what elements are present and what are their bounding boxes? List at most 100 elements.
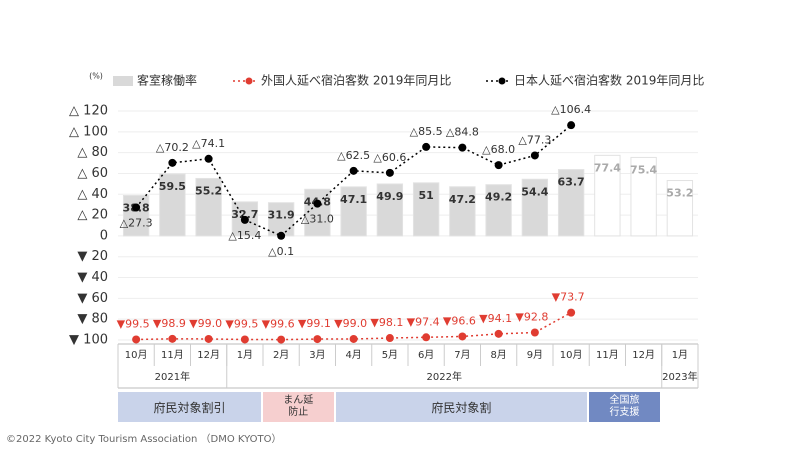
- point: [567, 308, 576, 317]
- campaign-label: まん延防止: [283, 395, 314, 418]
- point-label: △27.3: [120, 216, 153, 229]
- point-label: ▼99.0: [189, 317, 222, 330]
- point-label: ▼96.6: [443, 314, 476, 327]
- point-label: ▼73.7: [552, 291, 585, 304]
- legend-label: 客室稼働率: [137, 73, 197, 88]
- point: [240, 215, 249, 224]
- x-tick-label: 12月: [197, 349, 220, 361]
- campaign-band: 全国旅行支援: [589, 392, 660, 422]
- point-label: △74.1: [192, 137, 225, 150]
- point-label: ▼99.5: [117, 317, 150, 330]
- point-label: △77.3: [518, 133, 551, 146]
- year-label: 2021年: [155, 370, 190, 383]
- point: [530, 151, 539, 160]
- x-tick-label: 9月: [527, 349, 543, 361]
- bar: [594, 154, 621, 237]
- bar-label: 59.5: [159, 180, 186, 193]
- point-label: △85.5: [410, 125, 443, 138]
- bar-label: 51: [418, 189, 433, 202]
- point-label: ▼94.1: [479, 312, 512, 325]
- y-tick-label: △ 100: [69, 124, 108, 139]
- bar-label: 32.7: [231, 208, 258, 221]
- bar: [485, 184, 512, 237]
- bar: [340, 186, 367, 237]
- point: [494, 329, 503, 338]
- point-label: △0.1: [268, 245, 294, 258]
- y-tick-label: △ 40: [77, 187, 108, 202]
- year-label: 2023年: [662, 370, 697, 383]
- legend-swatch: [245, 77, 253, 85]
- bar-label: 49.9: [376, 190, 403, 203]
- bar-label: 53.2: [666, 187, 693, 200]
- bar-label: 63.7: [558, 176, 585, 189]
- bar: [521, 178, 549, 237]
- point-label: △62.5: [337, 149, 370, 162]
- bar: [449, 186, 476, 237]
- bar-label: 47.1: [340, 193, 367, 206]
- point-label: ▼97.4: [407, 315, 440, 328]
- bar-label: 54.4: [521, 185, 548, 198]
- bar-label: 49.2: [485, 191, 512, 204]
- point: [385, 334, 394, 343]
- y-tick-label: 0: [100, 228, 108, 243]
- y-tick-label: ▼ 100: [69, 333, 108, 348]
- point: [204, 154, 213, 163]
- y-tick-label: △ 60: [77, 166, 108, 181]
- bar: [304, 188, 331, 237]
- point-label: ▼98.9: [153, 317, 186, 330]
- bar-label: 31.9: [268, 209, 295, 222]
- year-label: 2022年: [427, 370, 462, 383]
- point-label: ▼99.0: [334, 317, 367, 330]
- bar: [195, 177, 222, 237]
- x-tick-label: 6月: [418, 349, 434, 361]
- point: [530, 328, 539, 337]
- point: [422, 142, 431, 151]
- point: [240, 335, 249, 344]
- campaign-band: 府民対象割: [335, 392, 588, 422]
- bar-label: 55.2: [195, 184, 222, 197]
- point: [168, 334, 177, 343]
- point-label: △84.8: [446, 126, 479, 139]
- point-label: ▼98.1: [370, 316, 403, 329]
- bar: [630, 156, 657, 237]
- bar: [666, 180, 694, 237]
- bar-label: 47.2: [449, 193, 476, 206]
- point: [132, 203, 141, 212]
- footer: ©2022 Kyoto City Tourism Association （DM…: [6, 433, 281, 445]
- bar-label: 77.4: [594, 161, 621, 174]
- x-tick-label: 1月: [237, 349, 253, 361]
- point: [204, 334, 213, 343]
- campaign-label: 府民対象割: [431, 400, 492, 415]
- point-label: △60.6: [373, 151, 406, 164]
- legend-swatch: [113, 76, 133, 86]
- bar: [267, 202, 295, 237]
- y-tick-label: △ 120: [69, 104, 108, 119]
- point-label: △106.4: [551, 103, 591, 116]
- point: [313, 199, 322, 208]
- x-tick-label: 7月: [454, 349, 470, 361]
- point: [494, 161, 503, 170]
- point-label: ▼99.1: [298, 317, 331, 330]
- y-tick-label: △ 20: [77, 208, 108, 223]
- point-label: △68.0: [482, 143, 515, 156]
- bar: [557, 169, 585, 237]
- y-tick-label: ▼ 20: [77, 249, 108, 264]
- point: [277, 231, 286, 240]
- unit-label: (%): [89, 72, 103, 81]
- point-label: △15.4: [228, 229, 261, 242]
- campaign-band: 府民対象割引: [118, 392, 261, 422]
- x-tick-label: 2月: [273, 349, 289, 361]
- point-label: ▼99.6: [262, 318, 295, 331]
- point: [132, 335, 141, 344]
- point-label: ▼92.8: [515, 311, 548, 324]
- bar: [412, 182, 440, 237]
- point: [349, 166, 358, 175]
- x-tick-label: 3月: [309, 349, 325, 361]
- point: [458, 332, 467, 341]
- legend-label: 日本人延べ宿泊客数 2019年同月比: [514, 73, 704, 88]
- x-tick-label: 12月: [632, 349, 655, 361]
- y-tick-label: ▼ 80: [77, 312, 108, 327]
- point: [422, 333, 431, 342]
- y-tick-label: ▼ 60: [77, 291, 108, 306]
